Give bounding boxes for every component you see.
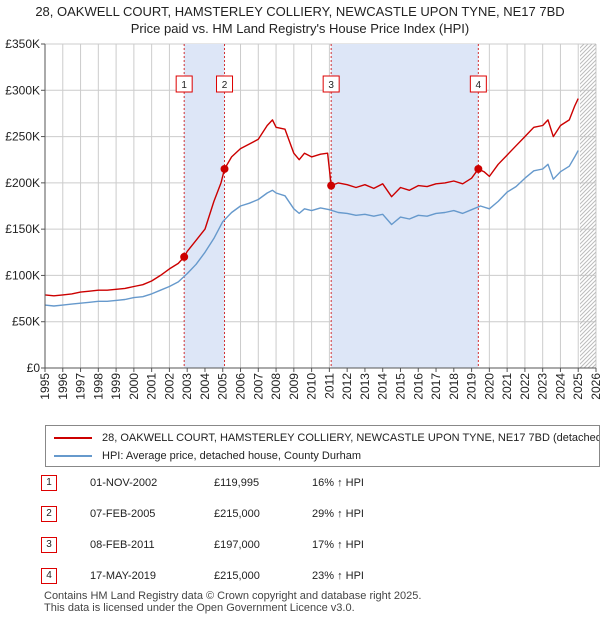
sale-marker-label: 3 xyxy=(322,75,340,93)
sale-point xyxy=(327,181,336,190)
x-tick-label: 2006 xyxy=(234,373,248,400)
chart-subtitle: Price paid vs. HM Land Registry's House … xyxy=(130,21,470,36)
x-tick-label: 2010 xyxy=(305,373,319,400)
sale-number-badge: 1 xyxy=(41,475,57,491)
sale-marker-box xyxy=(175,75,193,93)
sale-marker-number: 2 xyxy=(222,80,228,91)
sale-point xyxy=(180,252,189,261)
sale-point xyxy=(474,164,483,173)
x-tick-label: 2013 xyxy=(358,373,372,400)
x-tick-label: 1999 xyxy=(109,373,123,400)
chart-title-address: 28, OAKWELL COURT, HAMSTERLEY COLLIERY, … xyxy=(35,4,565,19)
legend-label-property: 28, OAKWELL COURT, HAMSTERLEY COLLIERY, … xyxy=(102,432,600,444)
y-tick-label: £250K xyxy=(5,130,40,144)
sale-marker-box xyxy=(216,75,234,93)
sale-price: £119,995 xyxy=(214,477,260,489)
x-tick-label: 2014 xyxy=(376,373,390,400)
ownership-shade xyxy=(184,44,225,368)
sale-hpi-change: 23% ↑ HPI xyxy=(312,570,364,582)
legend: 28, OAKWELL COURT, HAMSTERLEY COLLIERY, … xyxy=(45,425,600,467)
footer-copyright: Contains HM Land Registry data © Crown c… xyxy=(44,590,422,602)
sale-row: 2 07-FEB-2005 £215,000 29% ↑ HPI xyxy=(0,503,600,525)
sale-number-badge: 3 xyxy=(41,537,57,553)
sale-number-badge: 4 xyxy=(41,568,57,584)
x-tick-label: 2023 xyxy=(536,373,550,400)
sale-hpi-change: 29% ↑ HPI xyxy=(312,508,364,520)
footer-licence: This data is licensed under the Open Gov… xyxy=(44,602,355,614)
x-tick-label: 2018 xyxy=(447,373,461,400)
x-tick-label: 1996 xyxy=(56,373,70,400)
x-tick-label: 2003 xyxy=(180,373,194,400)
hpi-line xyxy=(44,150,579,307)
sale-marker-number: 4 xyxy=(476,80,482,91)
x-tick-label: 2004 xyxy=(198,373,212,400)
sale-row: 3 08-FEB-2011 £197,000 17% ↑ HPI xyxy=(0,534,600,556)
x-tick-label: 2017 xyxy=(429,373,443,400)
y-tick-label: £200K xyxy=(5,176,40,190)
y-tick-label: £150K xyxy=(5,222,40,236)
sale-price: £197,000 xyxy=(214,539,260,551)
sale-date: 01-NOV-2002 xyxy=(90,477,158,489)
x-tick-label: 2008 xyxy=(269,373,283,400)
x-tick-label: 2021 xyxy=(500,373,514,400)
x-tick-label: 2005 xyxy=(216,373,230,400)
footer-attribution: Contains HM Land Registry data © Crown c… xyxy=(44,590,421,614)
y-tick-label: £0 xyxy=(27,361,41,375)
legend-swatch-property xyxy=(54,437,92,439)
sale-marker-box xyxy=(469,75,487,93)
sale-hpi-change: 17% ↑ HPI xyxy=(312,539,364,551)
legend-swatch-hpi xyxy=(54,455,92,457)
sale-marker-number: 1 xyxy=(181,80,187,91)
sale-row: 1 01-NOV-2002 £119,995 16% ↑ HPI xyxy=(0,472,600,494)
x-tick-label: 2011 xyxy=(322,373,336,399)
legend-item-property: 28, OAKWELL COURT, HAMSTERLEY COLLIERY, … xyxy=(54,430,600,446)
legend-item-hpi: HPI: Average price, detached house, Coun… xyxy=(54,448,361,464)
x-tick-label: 2002 xyxy=(162,373,176,400)
x-tick-label: 2020 xyxy=(482,373,496,400)
y-tick-label: £300K xyxy=(5,83,40,97)
x-tick-label: 1998 xyxy=(91,373,105,400)
x-tick-label: 2016 xyxy=(411,373,425,400)
sale-marker-label: 4 xyxy=(469,75,487,93)
sale-hpi-change: 16% ↑ HPI xyxy=(312,477,364,489)
property-price-line xyxy=(44,98,579,297)
sale-date: 17-MAY-2019 xyxy=(90,570,157,582)
legend-label-hpi: HPI: Average price, detached house, Coun… xyxy=(102,450,362,462)
x-tick-label: 1995 xyxy=(38,373,52,400)
x-tick-label: 2022 xyxy=(518,373,532,400)
x-tick-label: 1997 xyxy=(74,373,88,400)
sale-date: 07-FEB-2005 xyxy=(90,508,156,520)
sale-price: £215,000 xyxy=(214,570,260,582)
x-tick-label: 2009 xyxy=(287,373,301,400)
sale-number-badge: 2 xyxy=(41,506,57,522)
price-chart: 1 2 3 4 £0 £50K £100K £150K £200K £250K £300K £350… xyxy=(5,37,600,400)
forecast-hatch xyxy=(580,44,596,368)
x-tick-label: 2001 xyxy=(145,373,159,400)
sale-date: 08-FEB-2011 xyxy=(90,539,155,551)
sale-marker-label: 1 xyxy=(175,75,193,93)
y-tick-label: £50K xyxy=(12,315,40,329)
x-tick-label: 2026 xyxy=(589,373,600,400)
x-tick-label: 2000 xyxy=(127,373,141,400)
sale-marker-box xyxy=(322,75,340,93)
y-tick-label: £350K xyxy=(5,37,40,51)
ownership-shade xyxy=(331,44,479,368)
plot-area xyxy=(45,44,596,368)
y-tick-label: £100K xyxy=(5,268,40,282)
sale-row: 4 17-MAY-2019 £215,000 23% ↑ HPI xyxy=(0,565,600,587)
sale-marker-number: 3 xyxy=(328,80,334,91)
sale-point xyxy=(220,164,229,173)
sale-price: £215,000 xyxy=(214,508,260,520)
x-tick-label: 2025 xyxy=(571,373,585,400)
x-tick-label: 2024 xyxy=(553,373,567,400)
x-tick-label: 2015 xyxy=(393,373,407,400)
x-tick-label: 2007 xyxy=(251,373,265,400)
x-tick-label: 2019 xyxy=(465,373,479,400)
sale-marker-label: 2 xyxy=(216,75,234,93)
x-tick-label: 2012 xyxy=(340,373,354,400)
